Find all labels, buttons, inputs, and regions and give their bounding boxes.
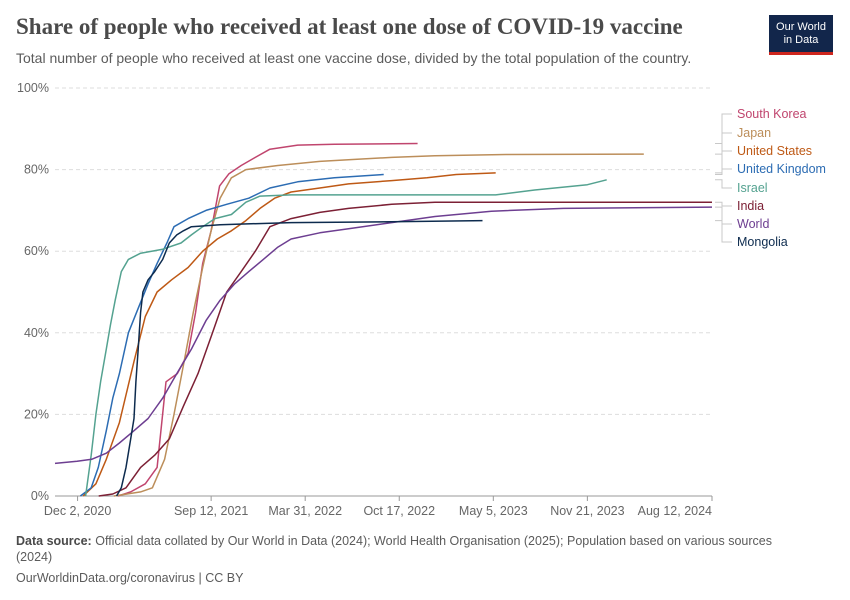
source-label: Data source: [16,534,92,548]
x-axis: Dec 2, 2020 Sep 12, 2021 Mar 31, 2022 Oct 1… [44,495,713,518]
chart-subtitle: Total number of people who received at l… [16,50,692,66]
y-tick-label: 0% [31,489,49,503]
data-source-note: Data source: Official data collated by O… [16,533,806,565]
logo-line-1: Our World [776,20,826,33]
label-connector [715,168,732,175]
label-connector [715,150,732,174]
series-label[interactable]: United Kingdom [737,162,826,176]
x-tick-label: Mar 31, 2022 [268,504,342,518]
x-tick-label: Aug 12, 2024 [638,504,712,518]
y-tick-label: 100% [17,81,49,95]
credit-link[interactable]: OurWorldinData.org/coronavirus | CC BY [16,571,244,585]
series-label[interactable]: India [737,199,764,213]
series-line-united-states[interactable] [82,172,496,497]
y-tick-label: 60% [24,244,49,258]
series-line-japan[interactable] [113,153,644,497]
logo-line-2: in Data [783,33,819,46]
gridlines [55,87,712,415]
label-connector [715,132,732,155]
owid-logo[interactable]: Our World in Data [769,15,833,55]
x-tick-label: Dec 2, 2020 [44,504,111,518]
x-tick-label: Sep 12, 2021 [174,504,248,518]
x-tick-label: Oct 17, 2022 [363,504,435,518]
series-label[interactable]: Israel [737,181,768,195]
series-line-south-korea[interactable] [117,142,418,497]
y-tick-label: 80% [24,163,49,177]
series-label[interactable]: World [737,217,769,231]
y-axis: 0% 20% 40% 60% 80% 100% [17,81,49,503]
series-label[interactable]: United States [737,144,812,158]
series-line-united-kingdom[interactable] [79,173,384,497]
x-tick-label: May 5, 2023 [459,504,528,518]
legend-labels: South Korea Japan United States United King… [715,107,826,249]
label-connector [715,179,732,189]
series-label[interactable]: Mongolia [737,235,788,249]
x-tick-label: Nov 21, 2023 [550,504,624,518]
series-line-mongolia[interactable] [115,219,483,497]
y-tick-label: 40% [24,326,49,340]
series-label[interactable]: South Korea [737,107,807,121]
label-connector [715,220,732,243]
series-line-world[interactable] [54,206,713,465]
source-text: Official data collated by Our World in D… [16,534,772,564]
label-connector [715,206,732,225]
label-connector [715,113,732,144]
chart-title: Share of people who received at least on… [16,14,683,39]
series-line-israel[interactable] [84,179,607,497]
series-lines [54,142,713,497]
y-tick-label: 20% [24,407,49,421]
series-label[interactable]: Japan [737,126,771,140]
label-connector [715,201,732,207]
